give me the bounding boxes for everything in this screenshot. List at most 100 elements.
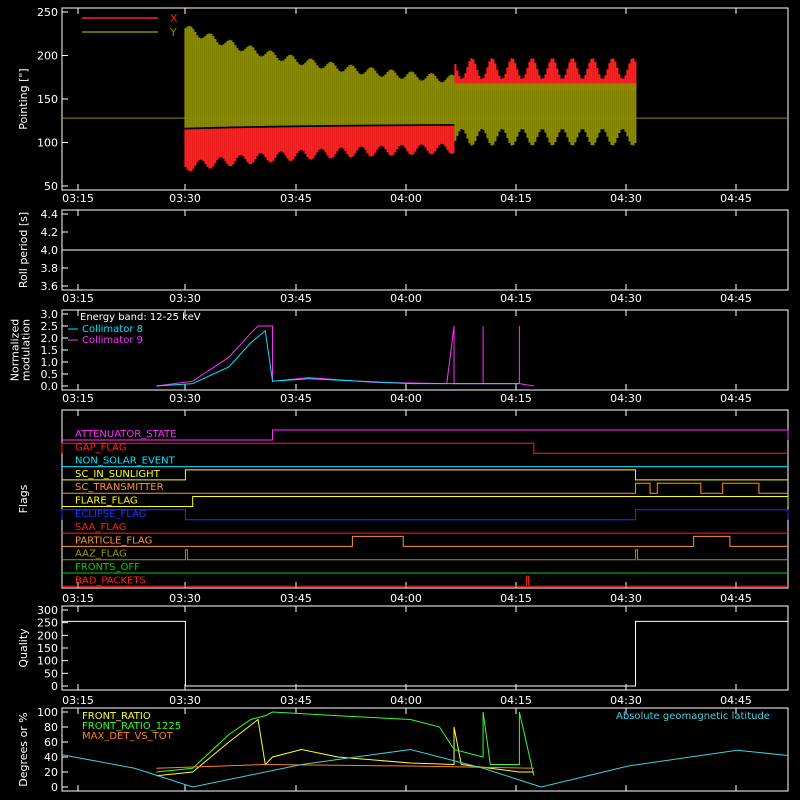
quality-ytick-label: 50 bbox=[44, 667, 58, 680]
pointing-ytick-label: 250 bbox=[37, 6, 58, 19]
roll-period-ytick-label: 4.4 bbox=[41, 208, 59, 221]
ratios-ytick-label: 0 bbox=[51, 781, 58, 794]
flags-ylabel: Flags bbox=[17, 484, 30, 513]
roll-period-tick-label: 03:30 bbox=[169, 292, 201, 305]
ratios-max-det-vs-tot bbox=[156, 763, 534, 769]
pointing-ytick-label: 150 bbox=[37, 93, 58, 106]
modulation-tick-label: 04:45 bbox=[720, 392, 752, 405]
roll-period-tick-label: 04:15 bbox=[500, 292, 532, 305]
flags-tick-label: 03:45 bbox=[280, 592, 312, 605]
modulation-ytick-label: 1.0 bbox=[41, 356, 59, 369]
quality-tick-label: 04:30 bbox=[610, 694, 642, 707]
ratios-ytick-label: 60 bbox=[44, 736, 58, 749]
quality-tick-label: 04:45 bbox=[720, 694, 752, 707]
ratios-frame bbox=[61, 707, 789, 792]
ratios-legend-label: FRONT_RATIO bbox=[82, 711, 151, 722]
pointing-legend-label: Y bbox=[169, 26, 177, 39]
flag-label-particle-flag: PARTICLE_FLAG bbox=[75, 535, 152, 546]
flags-tick-label: 04:00 bbox=[390, 592, 422, 605]
flag-label-non-solar-event: NON_SOLAR_EVENT bbox=[75, 456, 176, 467]
modulation-tick-label: 04:00 bbox=[390, 392, 422, 405]
flag-label-eclipse-flag: ECLIPSE_FLAG bbox=[75, 509, 146, 520]
quality-ytick-label: 150 bbox=[37, 642, 58, 655]
flag-line-bad-packets bbox=[62, 575, 788, 587]
pointing-tick-label: 03:15 bbox=[62, 192, 94, 205]
ratios-ytick-label: 80 bbox=[44, 721, 58, 734]
flag-line-eclipse-flag bbox=[61, 509, 789, 521]
modulation-tick-label: 04:15 bbox=[500, 392, 532, 405]
flag-line-aaz-flag bbox=[62, 549, 788, 561]
pointing-tick-label: 04:30 bbox=[610, 192, 642, 205]
modulation-tick-label: 03:45 bbox=[280, 392, 312, 405]
modulation-ytick-label: 2.0 bbox=[41, 332, 59, 345]
modulation-ylabel: modulation bbox=[20, 319, 33, 381]
quality-ytick-label: 200 bbox=[37, 629, 58, 642]
modulation-ytick-label: 0.5 bbox=[41, 368, 59, 381]
flags-tick-label: 04:30 bbox=[610, 592, 642, 605]
modulation-legend-label: Collimator 9 bbox=[82, 335, 143, 346]
ratios-ytick-label: 20 bbox=[44, 766, 58, 779]
flag-label-flare-flag: FLARE_FLAG bbox=[75, 496, 138, 507]
flags-tick-label: 04:15 bbox=[500, 592, 532, 605]
quality-line bbox=[62, 620, 788, 687]
pointing-ytick-label: 200 bbox=[37, 50, 58, 63]
modulation-legend-label: Collimator 8 bbox=[82, 324, 143, 335]
modulation-ylabel: Normalized bbox=[9, 319, 22, 381]
flag-label-sc-transmitter: SC_TRANSMITTER bbox=[75, 482, 164, 493]
flags-tick-label: 03:30 bbox=[169, 592, 201, 605]
flag-line-gap-flag bbox=[61, 442, 788, 454]
quality-tick-label: 04:15 bbox=[500, 694, 532, 707]
ratios-front-ratio bbox=[156, 718, 534, 777]
roll-period-tick-label: 04:00 bbox=[390, 292, 422, 305]
quality-tick-label: 03:45 bbox=[280, 694, 312, 707]
modulation-tick-label: 03:15 bbox=[62, 392, 94, 405]
flags-tick-label: 04:45 bbox=[720, 592, 752, 605]
quality-ylabel: Quality bbox=[17, 628, 30, 668]
ratios-legend-label: FRONT_RATIO_1225 bbox=[82, 721, 181, 732]
pointing-tick-label: 04:15 bbox=[500, 192, 532, 205]
flag-label-aaz-flag: AAZ_FLAG bbox=[75, 549, 127, 560]
pointing-ytick-label: 50 bbox=[44, 180, 58, 193]
quality-ytick-label: 250 bbox=[37, 617, 58, 630]
pointing-tick-label: 04:45 bbox=[720, 192, 752, 205]
flag-label-sc-in-sunlight: SC_IN_SUNLIGHT bbox=[75, 469, 161, 480]
flag-label-bad-packets: BAD_PACKETS bbox=[75, 575, 146, 586]
ratios-front-ratio-1225 bbox=[156, 711, 535, 776]
roll-period-ylabel: Roll period [s] bbox=[17, 212, 30, 288]
flag-line-particle-flag bbox=[62, 535, 788, 547]
flag-label-gap-flag: GAP_FLAG bbox=[75, 442, 127, 453]
ratios-legend-label: MAX_DET_VS_TOT bbox=[82, 731, 174, 742]
flag-label-fronts-off: FRONTS_OFF bbox=[75, 562, 140, 573]
modulation-ytick-label: 2.5 bbox=[41, 320, 59, 333]
ratios-ytick-label: 100 bbox=[37, 706, 58, 719]
roll-period-tick-label: 03:15 bbox=[62, 292, 94, 305]
quality-ytick-label: 100 bbox=[37, 655, 58, 668]
ratios-annotation: Absolute geomagnetic latitude bbox=[616, 711, 770, 722]
pointing-ylabel: Pointing ["] bbox=[17, 68, 30, 129]
quality-tick-label: 03:30 bbox=[169, 694, 201, 707]
ratios-absolute-geomagnetic-latitude bbox=[61, 748, 789, 788]
modulation-tick-label: 03:30 bbox=[169, 392, 201, 405]
flag-line-sc-in-sunlight bbox=[62, 469, 788, 481]
quality-ytick-label: 300 bbox=[37, 604, 58, 617]
quality-tick-label: 03:15 bbox=[62, 694, 94, 707]
modulation-annotation: Energy band: 12-25 keV bbox=[80, 312, 201, 323]
roll-period-ytick-label: 3.6 bbox=[41, 280, 59, 293]
modulation-ytick-label: 3.0 bbox=[41, 308, 59, 321]
pointing-tick-label: 03:30 bbox=[169, 192, 201, 205]
flag-line-sc-transmitter bbox=[62, 482, 788, 494]
flags-tick-label: 03:15 bbox=[62, 592, 94, 605]
flag-line-flare-flag bbox=[62, 496, 789, 507]
roll-period-ytick-label: 3.8 bbox=[41, 262, 59, 275]
flag-line-attenuator-state bbox=[62, 429, 789, 441]
roll-period-tick-label: 04:30 bbox=[610, 292, 642, 305]
modulation-ytick-label: 1.5 bbox=[41, 344, 59, 357]
quality-ytick-label: 0 bbox=[51, 680, 58, 693]
roll-period-tick-label: 03:45 bbox=[280, 292, 312, 305]
ratios-ytick-label: 40 bbox=[44, 751, 58, 764]
quality-tick-label: 04:00 bbox=[390, 694, 422, 707]
modulation-collimator-8 bbox=[156, 329, 520, 387]
pointing-tick-label: 03:45 bbox=[280, 192, 312, 205]
pointing-ytick-label: 100 bbox=[37, 137, 58, 150]
